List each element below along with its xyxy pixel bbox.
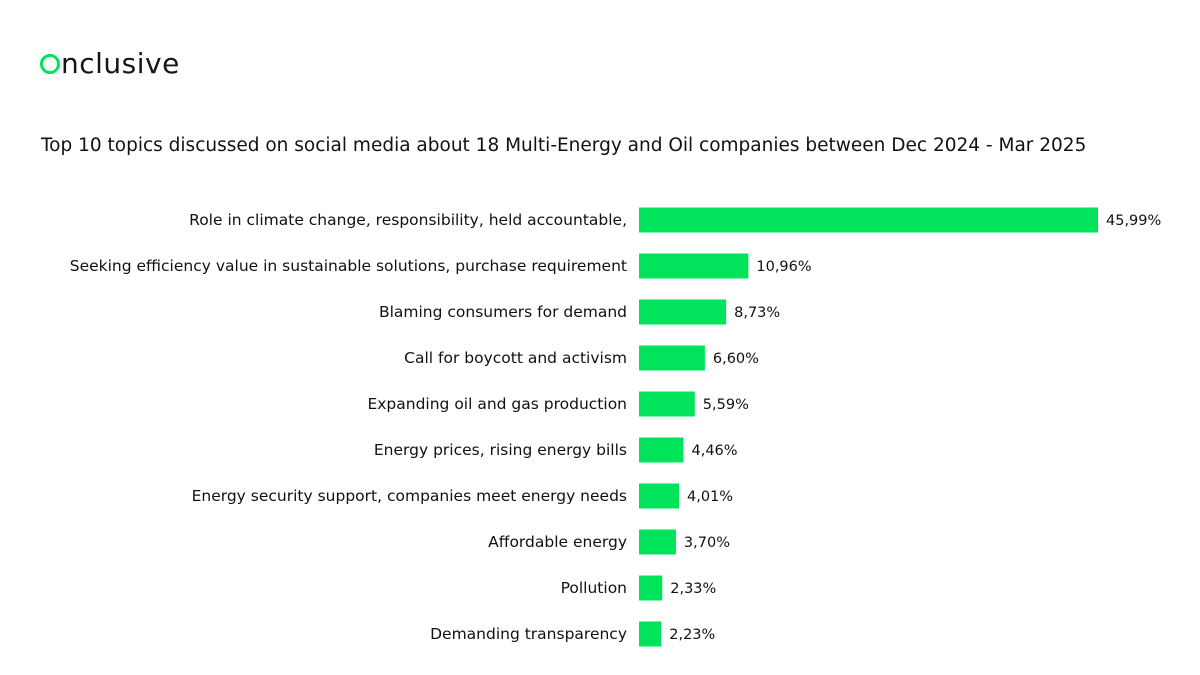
bar — [639, 299, 727, 325]
category-label: Energy security support, companies meet … — [192, 487, 627, 505]
value-label: 4,01% — [687, 489, 733, 505]
onclusive-logo: nclusive — [40, 44, 180, 84]
value-label: 10,96% — [756, 259, 811, 275]
bar — [639, 483, 680, 509]
value-label: 45,99% — [1106, 213, 1161, 229]
category-label: Seeking efficiency value in sustainable … — [70, 257, 627, 275]
bar — [639, 391, 695, 417]
bar — [639, 207, 1098, 233]
logo-text: nclusive — [61, 47, 180, 80]
category-label: Demanding transparency — [430, 625, 627, 643]
category-label: Affordable energy — [488, 533, 627, 551]
value-label: 2,33% — [670, 581, 716, 597]
bar — [639, 621, 662, 647]
category-label: Role in climate change, responsibility, … — [189, 211, 627, 229]
category-label: Expanding oil and gas production — [367, 395, 627, 413]
value-label: 8,73% — [734, 305, 780, 321]
chart-title: Top 10 topics discussed on social media … — [41, 135, 1087, 156]
value-label: 2,23% — [669, 627, 715, 643]
category-label: Energy prices, rising energy bills — [374, 441, 627, 459]
bar — [639, 345, 705, 371]
value-label: 4,46% — [692, 443, 738, 459]
bar — [639, 529, 676, 555]
logo-ring-icon — [40, 54, 60, 74]
bar — [639, 253, 749, 279]
value-label: 3,70% — [684, 535, 730, 551]
category-label: Blaming consumers for demand — [379, 303, 627, 321]
value-label: 6,60% — [713, 351, 759, 367]
value-label: 5,59% — [703, 397, 749, 413]
category-label: Call for boycott and activism — [404, 349, 627, 367]
bar — [639, 575, 663, 601]
category-label: Pollution — [561, 579, 627, 597]
bar — [639, 437, 684, 463]
